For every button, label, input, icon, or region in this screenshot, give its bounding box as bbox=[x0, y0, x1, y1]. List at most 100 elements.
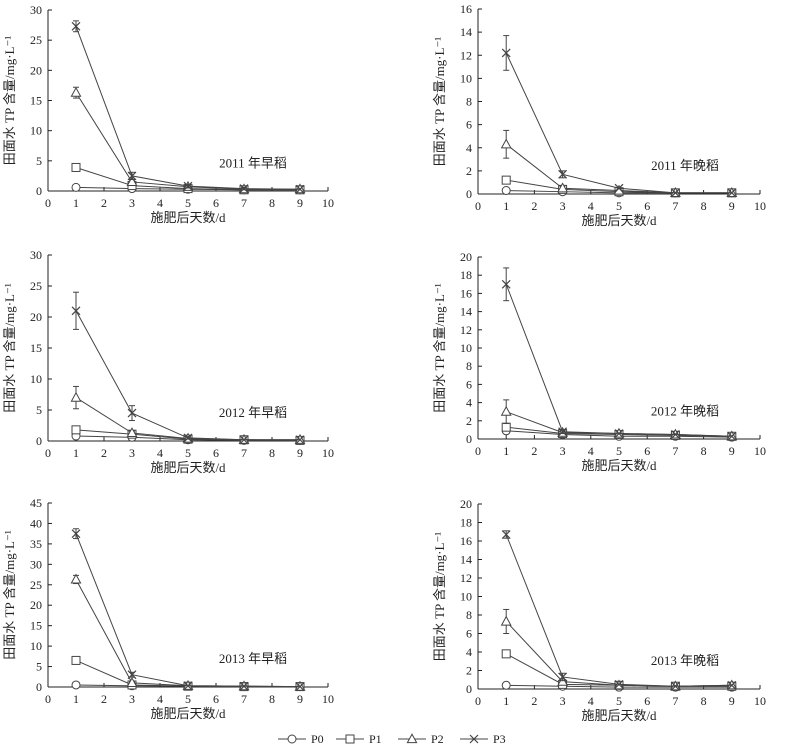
marker-x bbox=[71, 21, 81, 31]
marker-x bbox=[614, 679, 624, 689]
y-tick-label: 0 bbox=[36, 434, 42, 448]
x-tick-label: 5 bbox=[185, 446, 191, 460]
series bbox=[71, 291, 305, 445]
y-tick-label: 6 bbox=[466, 118, 472, 132]
y-tick-label: 16 bbox=[460, 534, 472, 548]
marker-x bbox=[295, 184, 305, 194]
y-tick-label: 6 bbox=[466, 377, 472, 391]
chart-panel: 0 1 2 3 4 5 6 7 8 9 10 0 5 10 15 20 25 30 施肥后天数/d 田面水 TP 含量… bbox=[2, 248, 334, 475]
x-axis-label: 施肥后天数/d bbox=[150, 210, 226, 225]
x-tick-label: 1 bbox=[503, 444, 509, 458]
x-tick-label: 5 bbox=[185, 692, 191, 706]
y-tick-label: 30 bbox=[30, 3, 42, 17]
y-tick-label: 10 bbox=[460, 341, 472, 355]
y-tick-label: 2 bbox=[466, 664, 472, 678]
marker-x bbox=[670, 430, 680, 439]
x-tick-label: 9 bbox=[729, 444, 735, 458]
marker-x bbox=[558, 672, 568, 682]
chart-panel: 0 1 2 3 4 5 6 7 8 9 10 0 5 10 15 20 25 30 施肥后天数/d 田面水 TP 含量… bbox=[2, 3, 334, 225]
marker-x bbox=[558, 427, 568, 437]
y-tick-label: 25 bbox=[30, 279, 42, 293]
marker-x bbox=[127, 408, 137, 418]
x-tick-label: 10 bbox=[754, 444, 766, 458]
marker-triangle bbox=[406, 733, 418, 744]
x-axis-label: 施肥后天数/d bbox=[150, 706, 226, 721]
chart-panel: 0 1 2 3 4 5 6 7 8 9 1002468101214161820施肥后天数/d田面水 … bbox=[432, 250, 766, 473]
marker-x bbox=[295, 682, 305, 692]
legend-label: P1 bbox=[369, 732, 382, 746]
marker-triangle bbox=[500, 405, 512, 416]
y-tick-label: 12 bbox=[460, 323, 472, 337]
x-tick-label: 3 bbox=[560, 444, 566, 458]
legend-item: P0 bbox=[278, 732, 324, 746]
x-tick-label: 8 bbox=[701, 444, 707, 458]
y-tick-label: 10 bbox=[30, 639, 42, 653]
x-tick-label: 3 bbox=[129, 446, 135, 460]
x-tick-label: 7 bbox=[672, 199, 678, 213]
legend-item: P3 bbox=[460, 732, 506, 746]
marker-x bbox=[239, 681, 249, 691]
y-tick-label: 15 bbox=[30, 341, 42, 355]
x-tick-label: 6 bbox=[644, 199, 650, 213]
y-tick-label: 20 bbox=[460, 497, 472, 511]
panel-annotation: 2012 年早稻 bbox=[219, 405, 287, 420]
marker-x bbox=[614, 429, 624, 438]
y-tick-label: 45 bbox=[30, 496, 42, 510]
x-tick-label: 1 bbox=[73, 446, 79, 460]
marker-x bbox=[127, 171, 137, 181]
marker-square bbox=[501, 175, 511, 185]
x-tick-label: 1 bbox=[73, 196, 79, 210]
legend: P0 P1 P2 P3 bbox=[278, 732, 506, 746]
marker-x bbox=[239, 184, 249, 194]
x-tick-label: 6 bbox=[213, 692, 219, 706]
x-tick-label: 3 bbox=[129, 692, 135, 706]
x-tick-label: 6 bbox=[213, 196, 219, 210]
y-tick-label: 8 bbox=[466, 359, 472, 373]
y-tick-label: 12 bbox=[460, 571, 472, 585]
marker-triangle bbox=[500, 615, 512, 626]
x-tick-label: 4 bbox=[588, 694, 594, 708]
marker-square bbox=[71, 655, 81, 665]
x-tick-label: 5 bbox=[616, 199, 622, 213]
x-axis-label: 施肥后天数/d bbox=[581, 213, 657, 228]
marker-triangle bbox=[557, 182, 569, 193]
x-tick-label: 0 bbox=[475, 444, 481, 458]
x-tick-label: 5 bbox=[185, 196, 191, 210]
x-tick-label: 5 bbox=[616, 694, 622, 708]
x-tick-label: 2 bbox=[101, 196, 107, 210]
y-tick-label: 5 bbox=[36, 154, 42, 168]
x-tick-label: 4 bbox=[588, 444, 594, 458]
marker-circle bbox=[501, 186, 511, 196]
y-tick-label: 25 bbox=[30, 578, 42, 592]
x-tick-label: 7 bbox=[672, 444, 678, 458]
y-tick-label: 0 bbox=[466, 432, 472, 446]
y-tick-label: 18 bbox=[460, 268, 472, 282]
x-tick-label: 2 bbox=[531, 694, 537, 708]
x-tick-label: 5 bbox=[616, 444, 622, 458]
legend-label: P0 bbox=[311, 732, 324, 746]
marker-triangle bbox=[70, 391, 82, 402]
y-tick-label: 10 bbox=[460, 71, 472, 85]
x-tick-label: 7 bbox=[241, 446, 247, 460]
marker-square bbox=[71, 425, 81, 435]
marker-x bbox=[727, 188, 737, 198]
marker-x bbox=[670, 681, 680, 691]
y-tick-label: 18 bbox=[460, 516, 472, 530]
panel-annotation: 2013 年晚稻 bbox=[651, 653, 719, 668]
marker-x bbox=[501, 48, 511, 58]
panel-annotation: 2013 年早稻 bbox=[219, 651, 287, 666]
y-tick-label: 16 bbox=[460, 2, 472, 16]
x-tick-label: 4 bbox=[588, 199, 594, 213]
x-tick-label: 6 bbox=[644, 694, 650, 708]
y-axis-label: 田面水 TP 含量/mg·L⁻¹ bbox=[432, 37, 447, 167]
chart-panel: 0 1 2 3 4 5 6 7 8 9 10051015202530354045施肥后天数/d田面水… bbox=[2, 496, 334, 721]
x-tick-label: 2 bbox=[531, 444, 537, 458]
x-tick-label: 9 bbox=[297, 692, 303, 706]
x-tick-label: 7 bbox=[241, 196, 247, 210]
x-axis-label: 施肥后天数/d bbox=[581, 458, 657, 473]
marker-triangle bbox=[500, 138, 512, 149]
marker-x bbox=[71, 306, 81, 316]
y-tick-label: 5 bbox=[36, 660, 42, 674]
x-tick-label: 8 bbox=[269, 692, 275, 706]
x-tick-label: 10 bbox=[322, 196, 334, 210]
